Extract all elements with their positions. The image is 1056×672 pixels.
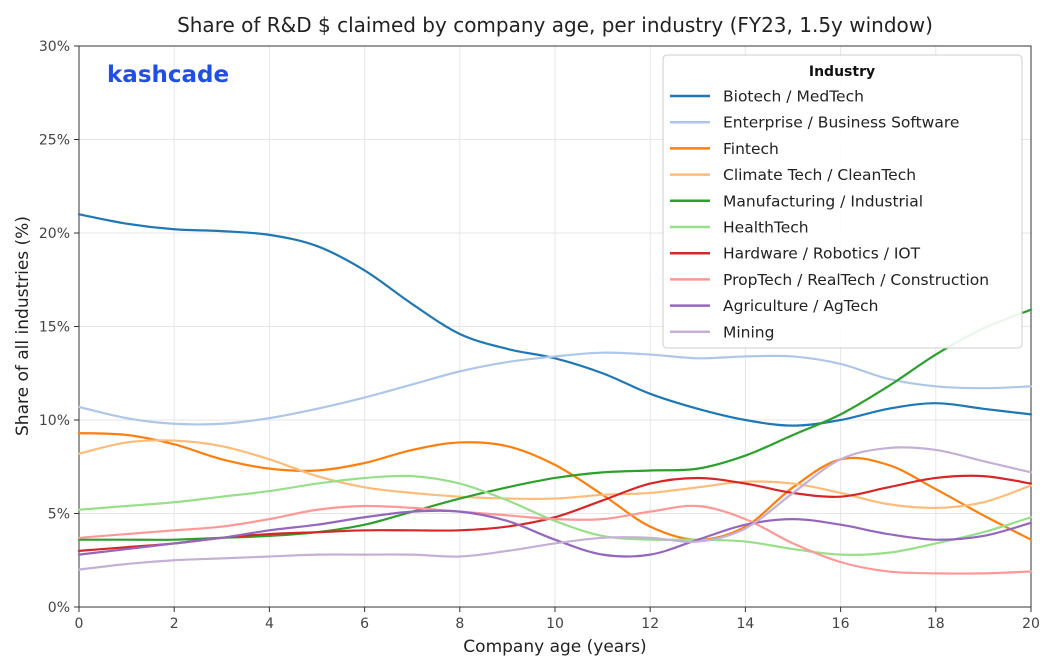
- legend-items: Biotech / MedTech Enterprise / Business S…: [670, 88, 989, 341]
- y-tick-label: 15%: [39, 320, 70, 336]
- x-tick-label: 20: [1022, 616, 1040, 632]
- x-axis-ticks: 0 2 4 6 8 10 12 14 16 18 20: [75, 607, 1040, 632]
- series-line-biotech-medtech: [77, 213, 1033, 427]
- series-line-proptech-realtech-construction: [77, 504, 1033, 575]
- x-tick-label: 12: [641, 616, 659, 632]
- series-line-healthtech: [77, 474, 1033, 556]
- y-axis-label: Share of all industries (%): [13, 216, 33, 436]
- legend-label-agriculture-agtech: Agriculture / AgTech: [723, 297, 878, 315]
- x-tick-label: 18: [927, 616, 945, 632]
- y-tick-label: 20%: [39, 226, 70, 242]
- y-tick-label: 5%: [48, 507, 70, 523]
- x-tick-label: 0: [75, 616, 84, 632]
- x-tick-label: 16: [832, 616, 850, 632]
- series-line-climate-tech-cleantech: [77, 439, 1033, 510]
- series-lines: [77, 213, 1033, 575]
- legend-label-enterprise-business-software: Enterprise / Business Software: [723, 114, 959, 132]
- x-tick-label: 8: [455, 616, 464, 632]
- series-line-mining: [77, 446, 1033, 571]
- x-tick-label: 4: [265, 616, 274, 632]
- legend-label-climate-tech-cleantech: Climate Tech / CleanTech: [723, 166, 916, 184]
- series-line-enterprise-business-software: [77, 351, 1033, 426]
- legend-title: Industry: [809, 64, 875, 80]
- x-tick-label: 6: [360, 616, 369, 632]
- y-axis-ticks: 0% 5% 10% 15% 20% 25% 30%: [39, 39, 79, 616]
- kashcade-logo: kashcade: [107, 62, 229, 88]
- legend-label-biotech-medtech: Biotech / MedTech: [723, 88, 864, 106]
- legend-label-proptech-realtech-construction: PropTech / RealTech / Construction: [723, 271, 989, 289]
- x-axis-label: Company age (years): [463, 637, 646, 657]
- series-line-agriculture-agtech: [77, 509, 1033, 558]
- x-tick-label: 10: [546, 616, 564, 632]
- legend-box: [662, 54, 1023, 349]
- legend: Industry Biotech / MedTech Enterprise / B…: [662, 54, 1023, 349]
- x-tick-label: 2: [170, 616, 179, 632]
- y-tick-label: 30%: [39, 39, 70, 55]
- series-line-fintech: [77, 431, 1033, 541]
- y-tick-label: 10%: [39, 413, 70, 429]
- y-tick-label: 0%: [48, 600, 70, 616]
- y-tick-label: 25%: [39, 133, 70, 149]
- x-tick-label: 14: [736, 616, 754, 632]
- legend-label-hardware-robotics-iot: Hardware / Robotics / IOT: [723, 245, 921, 263]
- legend-label-healthtech: HealthTech: [723, 219, 809, 237]
- legend-label-fintech: Fintech: [723, 140, 779, 158]
- chart-title: Share of R&D $ claimed by company age, p…: [177, 13, 933, 37]
- legend-label-manufacturing-industrial: Manufacturing / Industrial: [723, 192, 923, 210]
- legend-label-mining: Mining: [723, 323, 774, 341]
